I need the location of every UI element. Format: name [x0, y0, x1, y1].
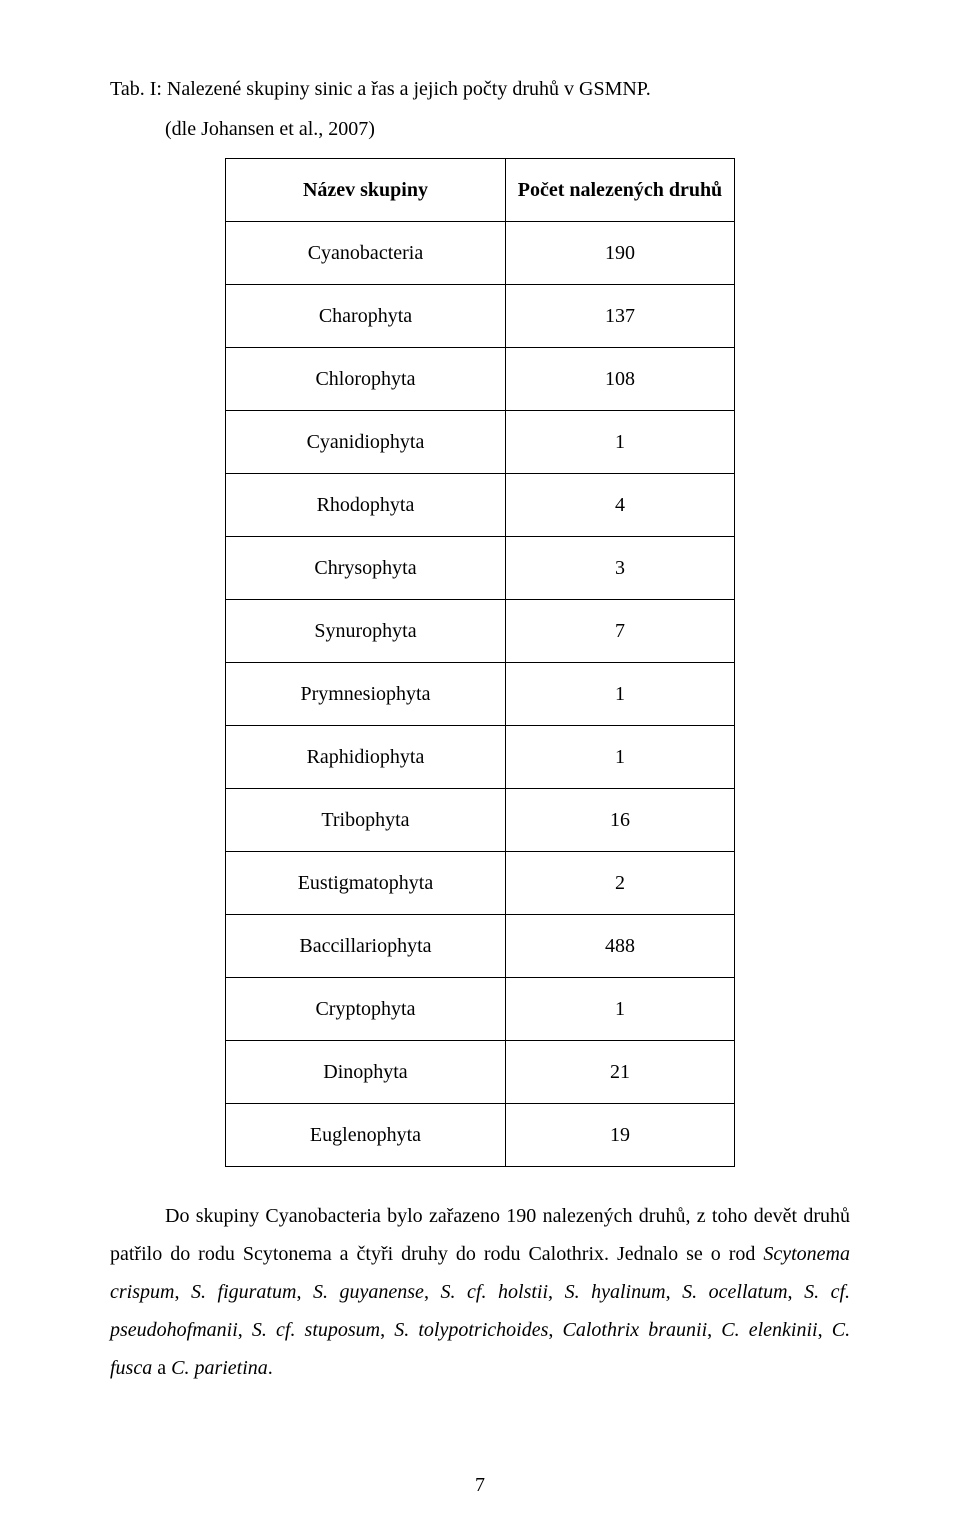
row-name: Charophyta [226, 285, 506, 348]
row-value: 3 [505, 537, 734, 600]
text: , [818, 1319, 832, 1341]
row-value: 2 [505, 852, 734, 915]
species-name: C. parietina [171, 1357, 268, 1379]
row-name: Dinophyta [226, 1041, 506, 1104]
row-name: Cyanidiophyta [226, 411, 506, 474]
table-row: Cryptophyta1 [226, 978, 735, 1041]
row-name: Chrysophyta [226, 537, 506, 600]
text: , [788, 1281, 805, 1303]
text: , [424, 1281, 441, 1303]
text: , [174, 1281, 191, 1303]
table-row: Rhodophyta4 [226, 474, 735, 537]
row-name: Rhodophyta [226, 474, 506, 537]
row-name: Prymnesiophyta [226, 663, 506, 726]
body-paragraph: Do skupiny Cyanobacteria bylo zařazeno 1… [110, 1197, 850, 1387]
row-value: 19 [505, 1104, 734, 1167]
table-caption: Tab. I: Nalezené skupiny sinic a řas a j… [110, 70, 850, 108]
species-name: S. tolypotrichoides [394, 1319, 548, 1341]
header-name: Název skupiny [226, 159, 506, 222]
table-row: Synurophyta7 [226, 600, 735, 663]
table-header-row: Název skupiny Počet nalezených druhů [226, 159, 735, 222]
text: , [548, 1281, 565, 1303]
table-row: Chlorophyta108 [226, 348, 735, 411]
table-row: Charophyta137 [226, 285, 735, 348]
table-row: Euglenophyta19 [226, 1104, 735, 1167]
row-name: Raphidiophyta [226, 726, 506, 789]
text: , [707, 1319, 721, 1341]
row-name: Tribophyta [226, 789, 506, 852]
row-value: 4 [505, 474, 734, 537]
text: , [296, 1281, 313, 1303]
species-name: Calothrix braunii [562, 1319, 707, 1341]
page: Tab. I: Nalezené skupiny sinic a řas a j… [0, 0, 960, 1534]
row-value: 1 [505, 663, 734, 726]
row-value: 1 [505, 726, 734, 789]
row-value: 190 [505, 222, 734, 285]
table-row: Chrysophyta3 [226, 537, 735, 600]
page-number: 7 [0, 1466, 960, 1504]
species-name: S. figuratum [191, 1281, 296, 1303]
row-name: Chlorophyta [226, 348, 506, 411]
row-name: Cyanobacteria [226, 222, 506, 285]
row-value: 1 [505, 411, 734, 474]
text: , [380, 1319, 394, 1341]
text: Do skupiny Cyanobacteria bylo zařazeno 1… [110, 1205, 850, 1265]
row-value: 16 [505, 789, 734, 852]
table-row: Raphidiophyta1 [226, 726, 735, 789]
row-name: Baccillariophyta [226, 915, 506, 978]
species-name: S. cf. holstii [441, 1281, 549, 1303]
row-value: 137 [505, 285, 734, 348]
table-row: Dinophyta21 [226, 1041, 735, 1104]
text: , [238, 1319, 252, 1341]
text: , [666, 1281, 683, 1303]
species-name: S. ocellatum [682, 1281, 787, 1303]
species-name: C. elenkinii [721, 1319, 817, 1341]
row-value: 1 [505, 978, 734, 1041]
table-row: Eustigmatophyta2 [226, 852, 735, 915]
species-name: S. cf. stuposum [252, 1319, 380, 1341]
table-row: Cyanidiophyta1 [226, 411, 735, 474]
row-value: 488 [505, 915, 734, 978]
table-row: Prymnesiophyta1 [226, 663, 735, 726]
species-table: Název skupiny Počet nalezených druhů Cya… [225, 158, 735, 1167]
row-value: 21 [505, 1041, 734, 1104]
species-name: S. guyanense [313, 1281, 424, 1303]
row-value: 7 [505, 600, 734, 663]
row-name: Eustigmatophyta [226, 852, 506, 915]
table-row: Baccillariophyta488 [226, 915, 735, 978]
row-name: Cryptophyta [226, 978, 506, 1041]
table-subcaption: (dle Johansen et al., 2007) [110, 110, 850, 148]
text: . [268, 1357, 273, 1379]
table-row: Cyanobacteria190 [226, 222, 735, 285]
header-value: Počet nalezených druhů [505, 159, 734, 222]
row-name: Euglenophyta [226, 1104, 506, 1167]
species-name: S. hyalinum [565, 1281, 666, 1303]
row-name: Synurophyta [226, 600, 506, 663]
text: , [548, 1319, 562, 1341]
table-row: Tribophyta16 [226, 789, 735, 852]
text: a [152, 1357, 171, 1379]
row-value: 108 [505, 348, 734, 411]
